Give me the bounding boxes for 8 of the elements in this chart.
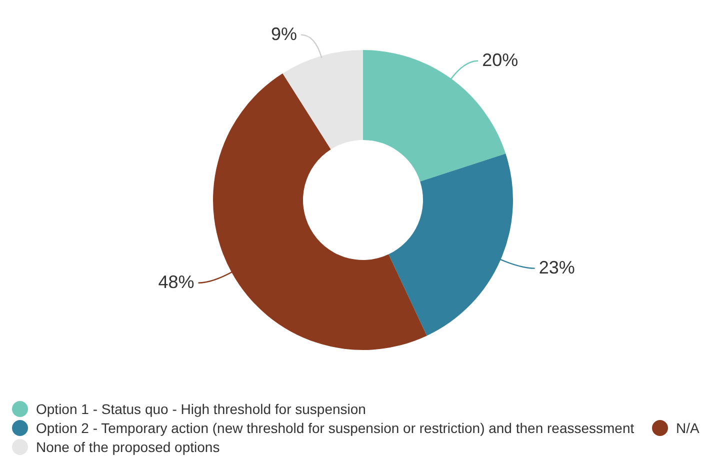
legend-label: None of the proposed options <box>36 438 220 456</box>
data-label: 9% <box>271 24 298 44</box>
legend-label: Option 2 - Temporary action (new threshold for suspension or restriction) and then reassessment <box>36 419 634 437</box>
legend-label: Option 1 - Status quo - High threshold for suspension <box>36 400 366 418</box>
data-label: 20% <box>482 50 518 70</box>
legend-label: N/A <box>676 419 700 437</box>
data-label: 23% <box>538 257 575 278</box>
data-label: 48% <box>158 272 194 292</box>
